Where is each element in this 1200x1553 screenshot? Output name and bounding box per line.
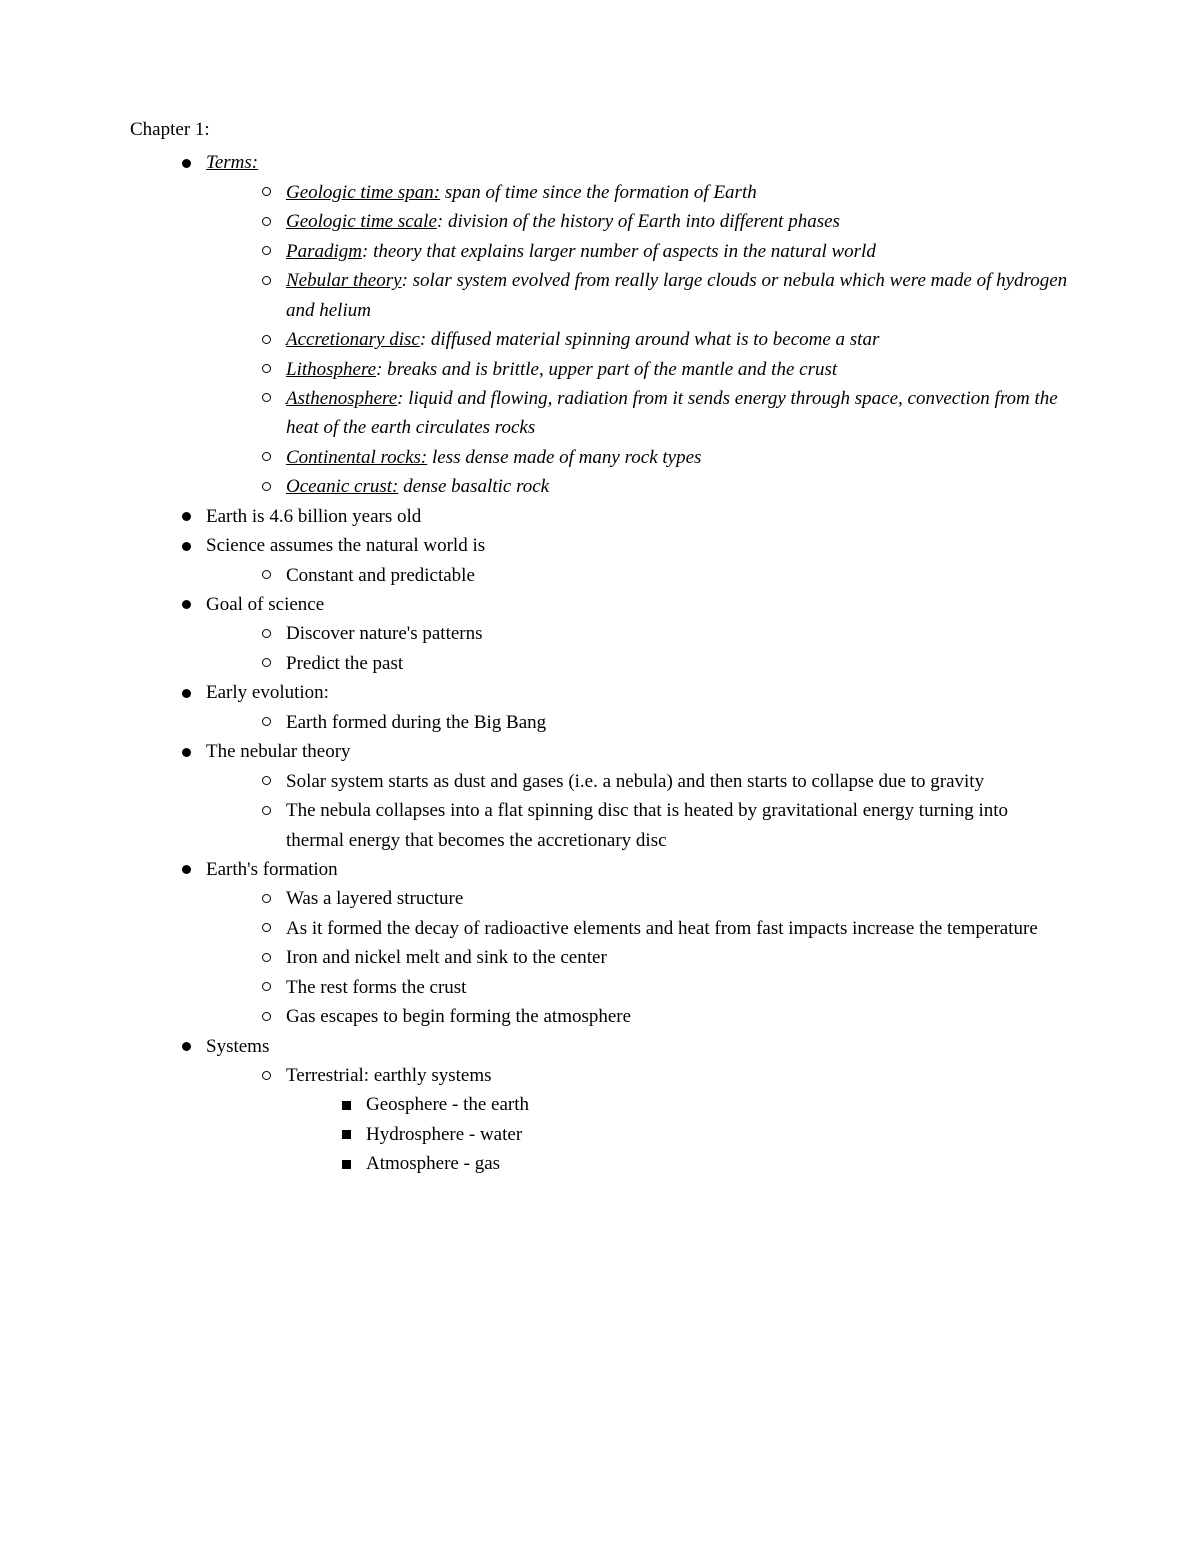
science-assumes-sub: Constant and predictable	[206, 561, 1070, 590]
term-item: Oceanic crust: dense basaltic rock	[262, 472, 1070, 501]
term-item: Accretionary disc: diffused material spi…	[262, 325, 1070, 354]
goal-heading: Goal of science	[206, 594, 324, 615]
list-item: Gas escapes to begin forming the atmosph…	[262, 1002, 1070, 1031]
early-evo-sub: Earth formed during the Big Bang	[206, 708, 1070, 737]
term-item: Asthenosphere: liquid and flowing, radia…	[262, 384, 1070, 443]
outline-level1: Terms: Geologic time span: span of time …	[130, 148, 1070, 1178]
systems-sub: Terrestrial: earthly systems Geosphere -…	[206, 1061, 1070, 1179]
goal-science: Goal of science Discover nature's patter…	[182, 590, 1070, 678]
list-item: The nebula collapses into a flat spinnin…	[262, 796, 1070, 855]
science-assumes-text: Science assumes the natural world is	[206, 535, 485, 556]
term-item: Geologic time span: span of time since t…	[262, 178, 1070, 207]
goal-sub: Discover nature's patterns Predict the p…	[206, 619, 1070, 678]
terrestrial: Terrestrial: earthly systems Geosphere -…	[262, 1061, 1070, 1179]
term-name: Geologic time scale	[286, 211, 437, 232]
term-name: Paradigm	[286, 241, 362, 262]
term-def: : liquid and flowing, radiation from it …	[286, 388, 1058, 438]
early-evolution: Early evolution: Earth formed during the…	[182, 678, 1070, 737]
list-item: The rest forms the crust	[262, 973, 1070, 1002]
formation-sub: Was a layered structure As it formed the…	[206, 884, 1070, 1031]
terms-heading: Terms:	[206, 152, 258, 173]
term-item: Paradigm: theory that explains larger nu…	[262, 237, 1070, 266]
terrestrial-sub: Geosphere - the earth Hydrosphere - wate…	[286, 1090, 1070, 1178]
term-item: Nebular theory: solar system evolved fro…	[262, 266, 1070, 325]
term-def: span of time since the formation of Eart…	[440, 182, 757, 203]
list-item: Solar system starts as dust and gases (i…	[262, 767, 1070, 796]
term-def: : solar system evolved from really large…	[286, 270, 1067, 320]
list-item: Constant and predictable	[262, 561, 1070, 590]
formation-heading: Earth's formation	[206, 859, 338, 880]
term-name: Asthenosphere	[286, 388, 397, 409]
list-item: Hydrosphere - water	[342, 1120, 1070, 1149]
early-evo-heading: Early evolution:	[206, 682, 329, 703]
term-def: : breaks and is brittle, upper part of t…	[376, 359, 837, 380]
term-def: : theory that explains larger number of …	[362, 241, 876, 262]
list-item: Iron and nickel melt and sink to the cen…	[262, 943, 1070, 972]
list-item: Discover nature's patterns	[262, 619, 1070, 648]
earth-age: Earth is 4.6 billion years old	[182, 502, 1070, 531]
science-assumes: Science assumes the natural world is Con…	[182, 531, 1070, 590]
list-item: Earth formed during the Big Bang	[262, 708, 1070, 737]
term-name: Continental rocks:	[286, 447, 427, 468]
chapter-title: Chapter 1:	[130, 115, 1070, 144]
list-item: Was a layered structure	[262, 884, 1070, 913]
terms-section: Terms: Geologic time span: span of time …	[182, 148, 1070, 501]
document-page: Chapter 1: Terms: Geologic time span: sp…	[0, 0, 1200, 1553]
nebular-sub: Solar system starts as dust and gases (i…	[206, 767, 1070, 855]
earth-formation: Earth's formation Was a layered structur…	[182, 855, 1070, 1032]
term-def: : diffused material spinning around what…	[420, 329, 880, 350]
term-def: less dense made of many rock types	[427, 447, 701, 468]
term-name: Oceanic crust:	[286, 476, 398, 497]
term-item: Continental rocks: less dense made of ma…	[262, 443, 1070, 472]
list-item: Predict the past	[262, 649, 1070, 678]
term-def: dense basaltic rock	[398, 476, 549, 497]
term-name: Geologic time span:	[286, 182, 440, 203]
term-item: Lithosphere: breaks and is brittle, uppe…	[262, 355, 1070, 384]
nebular-heading: The nebular theory	[206, 741, 351, 762]
systems: Systems Terrestrial: earthly systems Geo…	[182, 1032, 1070, 1179]
nebular-theory: The nebular theory Solar system starts a…	[182, 737, 1070, 855]
list-item: As it formed the decay of radioactive el…	[262, 914, 1070, 943]
systems-sub-heading: Terrestrial: earthly systems	[286, 1065, 492, 1086]
list-item: Geosphere - the earth	[342, 1090, 1070, 1119]
systems-heading: Systems	[206, 1036, 269, 1057]
term-name: Nebular theory	[286, 270, 402, 291]
terms-list: Geologic time span: span of time since t…	[206, 178, 1070, 502]
term-def: : division of the history of Earth into …	[437, 211, 840, 232]
term-item: Geologic time scale: division of the his…	[262, 207, 1070, 236]
list-item: Atmosphere - gas	[342, 1149, 1070, 1178]
term-name: Lithosphere	[286, 359, 376, 380]
term-name: Accretionary disc	[286, 329, 420, 350]
